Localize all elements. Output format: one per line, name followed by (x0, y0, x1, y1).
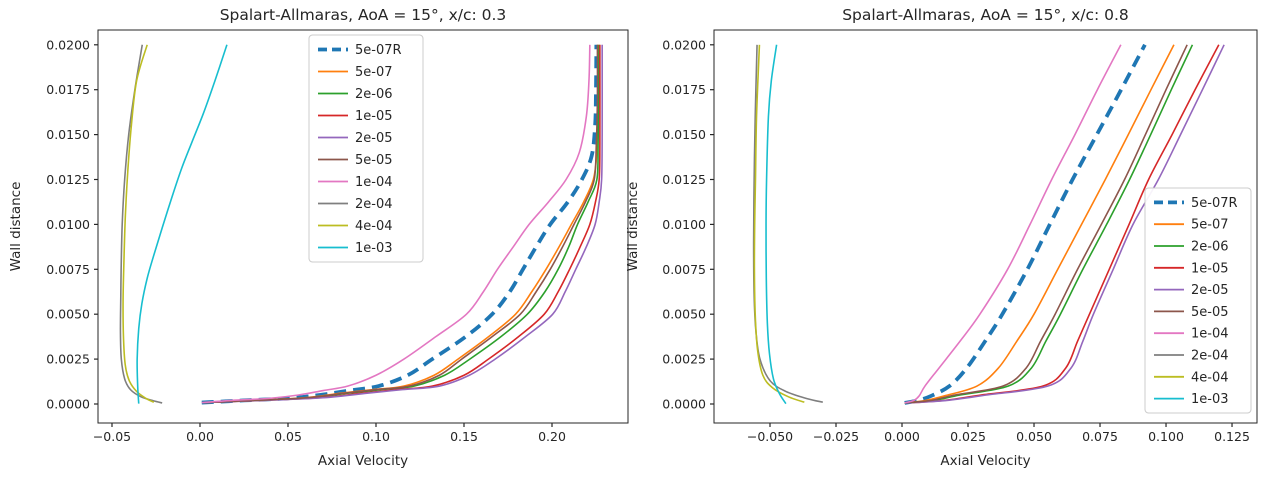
legend-label: 2e-06 (1191, 240, 1229, 255)
series-line-2e-04 (119, 44, 163, 404)
y-tick-label: 0.0125 (46, 172, 90, 187)
series-line-5e-05 (904, 44, 1188, 404)
series-line-2e-06 (904, 44, 1194, 404)
legend: 5e-07R 5e-07 2e-06 1e-05 2e-05 5e-05 1e-04 2e-0… (1144, 187, 1252, 414)
series-line-1e-04 (904, 44, 1122, 404)
legend-label: 5e-05 (355, 153, 393, 168)
series-line-4e-04 (753, 44, 805, 403)
series-line-2e-05 (907, 44, 1225, 404)
legend-label: 1e-03 (1191, 392, 1229, 407)
y-tick-label: 0.0175 (662, 82, 706, 97)
y-tick-label: 0.0125 (662, 172, 706, 187)
subplot-right: Spalart-Allmaras, AoA = 15°, x/c: 0.8 −0.… (625, 6, 1258, 469)
y-axis-label: Wall distance (8, 182, 24, 272)
y-tick-label: 0.0000 (46, 396, 90, 411)
x-tick-label: 0.050 (1016, 429, 1052, 444)
legend-label: 2e-04 (1191, 349, 1229, 364)
x-tick-label: −0.05 (93, 429, 131, 444)
legend-label: 1e-04 (1191, 327, 1229, 342)
x-tick-label: 0.025 (950, 429, 986, 444)
y-tick-label: 0.0075 (662, 262, 706, 277)
x-tick-label: 0.10 (362, 429, 390, 444)
x-tick-label: −0.025 (813, 429, 859, 444)
subplot-left: Spalart-Allmaras, AoA = 15°, x/c: 0.3 −0.… (8, 6, 629, 469)
legend-label: 5e-05 (1191, 305, 1229, 320)
series-line-5e-07R (904, 43, 1147, 405)
legend-label: 5e-07 (1191, 218, 1229, 233)
x-tick-label: 0.000 (884, 429, 920, 444)
y-tick-label: 0.0175 (46, 82, 90, 97)
series-line-5e-07R (201, 44, 599, 405)
y-tick-label: 0.0150 (46, 127, 90, 142)
legend-label: 5e-07 (355, 65, 393, 80)
plot-title: Spalart-Allmaras, AoA = 15°, x/c: 0.8 (842, 6, 1129, 24)
series-line-1e-03 (136, 44, 228, 404)
legend-label: 2e-05 (355, 131, 393, 146)
series-line-5e-07 (904, 44, 1175, 404)
legend-label: 1e-04 (355, 175, 393, 190)
series-line-5e-05 (203, 44, 599, 404)
y-tick-label: 0.0050 (46, 307, 90, 322)
axes-frame (713, 29, 1258, 424)
y-tick-label: 0.0100 (662, 217, 706, 232)
legend-box (308, 34, 424, 263)
x-axis-label: Axial Velocity (940, 453, 1030, 469)
legend: 5e-07R 5e-07 2e-06 1e-05 2e-05 5e-05 1e-04 2e-0… (308, 34, 424, 263)
y-tick-label: 0.0050 (662, 307, 706, 322)
series-line-2e-05 (203, 44, 603, 404)
series-line-1e-03 (765, 44, 787, 405)
y-axis-label: Wall distance (625, 182, 641, 272)
y-tick-label: 0.0000 (662, 396, 706, 411)
x-tick-label: 0.20 (538, 429, 566, 444)
y-tick-label: 0.0200 (662, 37, 706, 52)
axes-frame (97, 29, 629, 424)
x-tick-label: 0.05 (274, 429, 302, 444)
x-tick-label: −0.050 (747, 429, 793, 444)
y-tick-label: 0.0150 (662, 127, 706, 142)
y-tick-label: 0.0100 (46, 217, 90, 232)
y-tick-label: 0.0075 (46, 262, 90, 277)
x-tick-label: 0.125 (1214, 429, 1250, 444)
legend-box (1144, 187, 1252, 414)
y-tick-label: 0.0025 (662, 352, 706, 367)
x-tick-label: 0.15 (450, 429, 478, 444)
plot-title: Spalart-Allmaras, AoA = 15°, x/c: 0.3 (220, 6, 507, 24)
y-tick-label: 0.0200 (46, 37, 90, 52)
legend-label: 5e-07R (355, 43, 402, 58)
legend-label: 2e-04 (355, 197, 393, 212)
series-line-1e-04 (201, 44, 591, 404)
x-tick-label: 0.00 (186, 429, 214, 444)
legend-label: 1e-05 (1191, 261, 1229, 276)
legend-label: 5e-07R (1191, 196, 1238, 211)
legend-label: 1e-05 (355, 109, 393, 124)
legend-label: 4e-04 (355, 219, 393, 234)
series-line-2e-04 (752, 44, 823, 403)
legend-label: 2e-06 (355, 87, 393, 102)
legend-label: 4e-04 (1191, 370, 1229, 385)
x-tick-label: 0.075 (1082, 429, 1118, 444)
legend-label: 1e-03 (355, 241, 393, 256)
x-tick-label: 0.100 (1148, 429, 1184, 444)
y-tick-label: 0.0025 (46, 352, 90, 367)
legend-label: 2e-05 (1191, 283, 1229, 298)
series-line-4e-04 (122, 44, 155, 403)
x-axis-label: Axial Velocity (318, 453, 408, 469)
